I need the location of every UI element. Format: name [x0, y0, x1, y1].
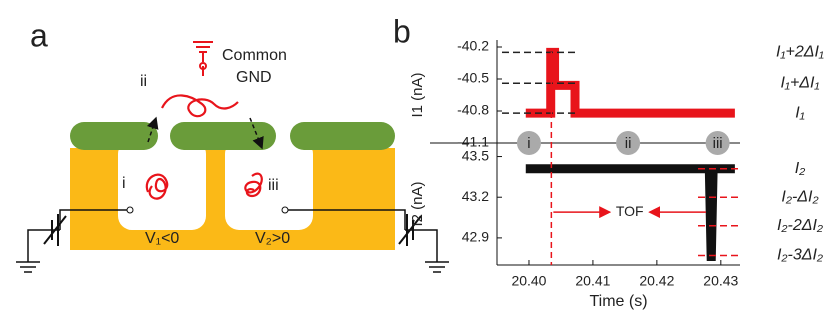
dna [145, 173, 169, 200]
pad [290, 122, 395, 150]
tof-label: TOF [616, 203, 644, 219]
voltage: V₂>0 [255, 230, 290, 247]
reference-label: I₁+2ΔI₁ [776, 44, 824, 61]
ground [16, 261, 40, 273]
y-tick-label: 42.9 [462, 229, 489, 245]
y-tick-label: -40.2 [457, 38, 489, 54]
label: GND [236, 69, 272, 86]
electrode [281, 206, 289, 214]
marker [616, 131, 641, 155]
electrode [126, 206, 134, 214]
label: Common [222, 47, 287, 64]
y-tick-label: -40.5 [457, 70, 489, 86]
battery [43, 214, 67, 246]
panel-label: a [30, 17, 48, 53]
y-tick-label: 43.2 [462, 188, 489, 204]
wire [285, 209, 438, 262]
x-tick-label: 20.40 [511, 273, 546, 289]
dna [161, 94, 239, 118]
well [118, 140, 206, 230]
dna [244, 172, 263, 198]
voltage: V₁<0 [145, 230, 179, 247]
panel-label: b [393, 13, 411, 49]
pore-label: ii [140, 73, 147, 90]
y-tick-label: -41.1 [457, 134, 489, 150]
x-tick-label: 20.41 [575, 273, 610, 289]
electrode [199, 62, 207, 70]
pad [70, 122, 158, 150]
marker [516, 131, 541, 155]
common-ground [193, 41, 213, 76]
y-axis-label: I2 (nA) [409, 181, 426, 226]
marker-label: ii [625, 135, 632, 152]
reference-label: I₂-3ΔI₂ [777, 247, 823, 264]
battery [398, 214, 422, 246]
reference-label: I₂-2ΔI₂ [777, 217, 823, 234]
schematic: a Common GND i ii iii V₁<0 V₂>0 [16, 17, 449, 273]
x-tick-label: 20.42 [639, 273, 674, 289]
x-axis-label: Time (s) [589, 293, 647, 310]
well [225, 140, 313, 230]
y-tick-label: 43.5 [462, 147, 489, 163]
x-tick-label: 20.43 [703, 273, 738, 289]
marker-label: i [527, 135, 530, 152]
reference-label: I₁ [795, 104, 805, 121]
marker [705, 131, 730, 155]
y-axis-label: I1 (nA) [409, 72, 426, 117]
marker-label: iii [713, 135, 723, 152]
y-tick-label: -40.8 [457, 102, 489, 118]
ground [425, 261, 449, 273]
pore-label: i [122, 175, 126, 192]
reference-label: I₂-ΔI₂ [781, 188, 818, 205]
arrow [249, 117, 264, 150]
reference-label: I₁+ΔI₁ [780, 74, 819, 91]
reference-label: I₂ [795, 160, 806, 177]
pore-label: iii [268, 177, 279, 194]
arrow [146, 116, 159, 143]
pad [170, 122, 276, 150]
